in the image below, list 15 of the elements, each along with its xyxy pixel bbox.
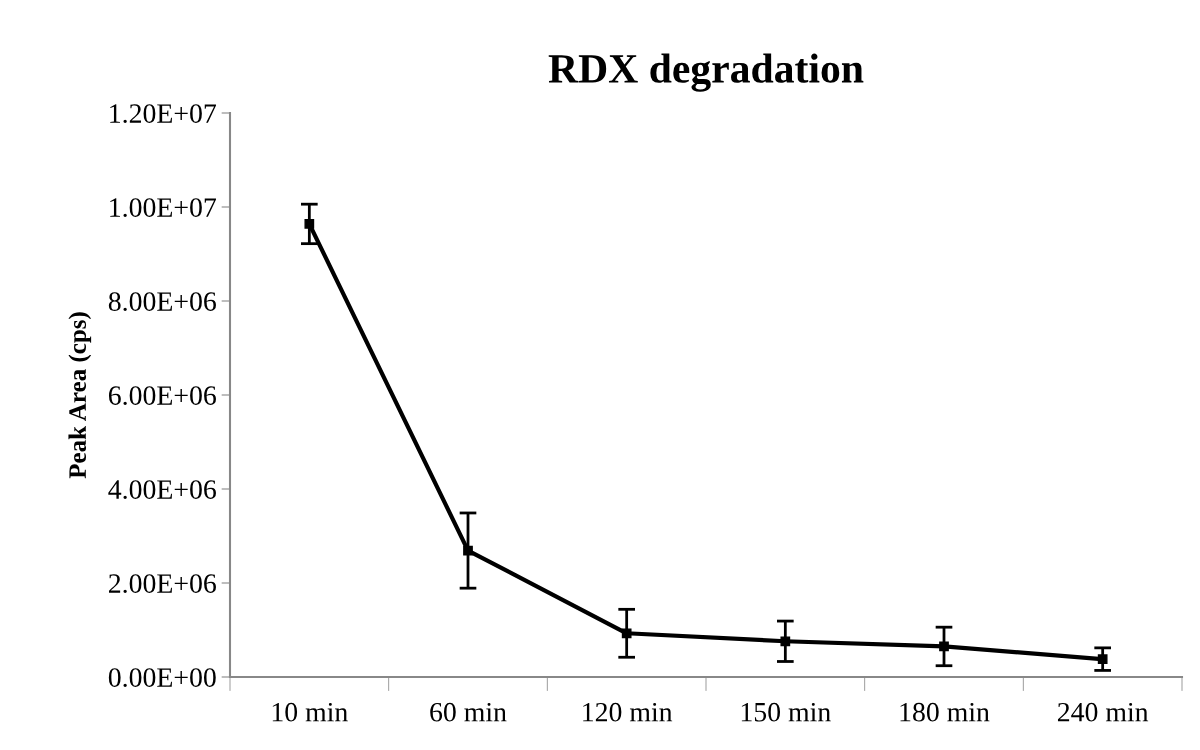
y-tick-label: 1.00E+07 — [110, 198, 217, 218]
y-tick-label: 2.00E+06 — [109, 574, 216, 594]
y-tick-label: 4.00E+06 — [108, 480, 216, 500]
x-tick-label: 150 min — [741, 702, 831, 722]
x-tick-label: 10 min — [272, 702, 348, 722]
x-tick-label: 120 min — [583, 702, 673, 722]
x-tick-label: 240 min — [1057, 702, 1149, 722]
x-tick-label: 180 min — [900, 702, 990, 722]
chart-title: RDX degradation — [548, 53, 864, 92]
x-tick-label: 60 min — [430, 702, 507, 722]
y-tick-label: 1.20E+07 — [110, 104, 217, 124]
y-axis-title: Peak Area (cps) — [68, 312, 92, 479]
y-tick-label: 6.00E+06 — [108, 386, 216, 406]
y-tick-label: 0.00E+00 — [108, 668, 216, 688]
y-tick-label: 8.00E+06 — [108, 292, 216, 312]
